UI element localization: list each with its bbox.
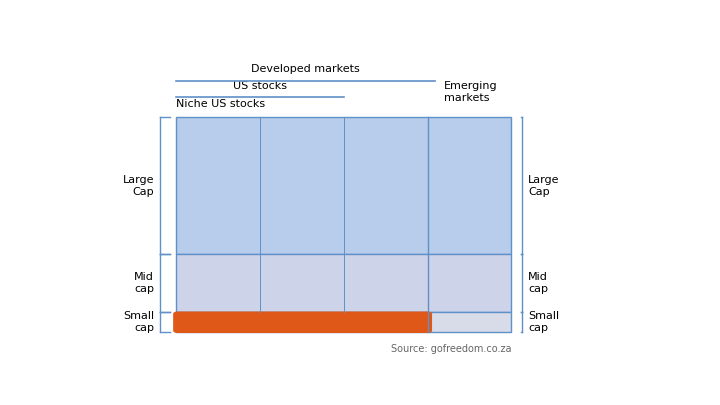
Text: Small
cap: Small cap bbox=[528, 311, 559, 333]
FancyBboxPatch shape bbox=[173, 311, 432, 333]
Text: Niche US stocks: Niche US stocks bbox=[176, 99, 266, 109]
Text: Small
cap: Small cap bbox=[123, 311, 154, 333]
Text: Large
Cap: Large Cap bbox=[528, 175, 559, 196]
FancyBboxPatch shape bbox=[176, 117, 511, 254]
Text: Emerging
markets: Emerging markets bbox=[444, 81, 498, 103]
Text: Developed markets: Developed markets bbox=[251, 64, 360, 75]
Text: Mid
cap: Mid cap bbox=[134, 273, 154, 294]
Text: Source: gofreedom.co.za: Source: gofreedom.co.za bbox=[391, 344, 511, 354]
Text: Mid
cap: Mid cap bbox=[528, 273, 548, 294]
Text: Large
Cap: Large Cap bbox=[122, 175, 154, 196]
FancyBboxPatch shape bbox=[176, 312, 511, 333]
FancyBboxPatch shape bbox=[176, 254, 511, 312]
Text: US stocks: US stocks bbox=[233, 81, 287, 91]
